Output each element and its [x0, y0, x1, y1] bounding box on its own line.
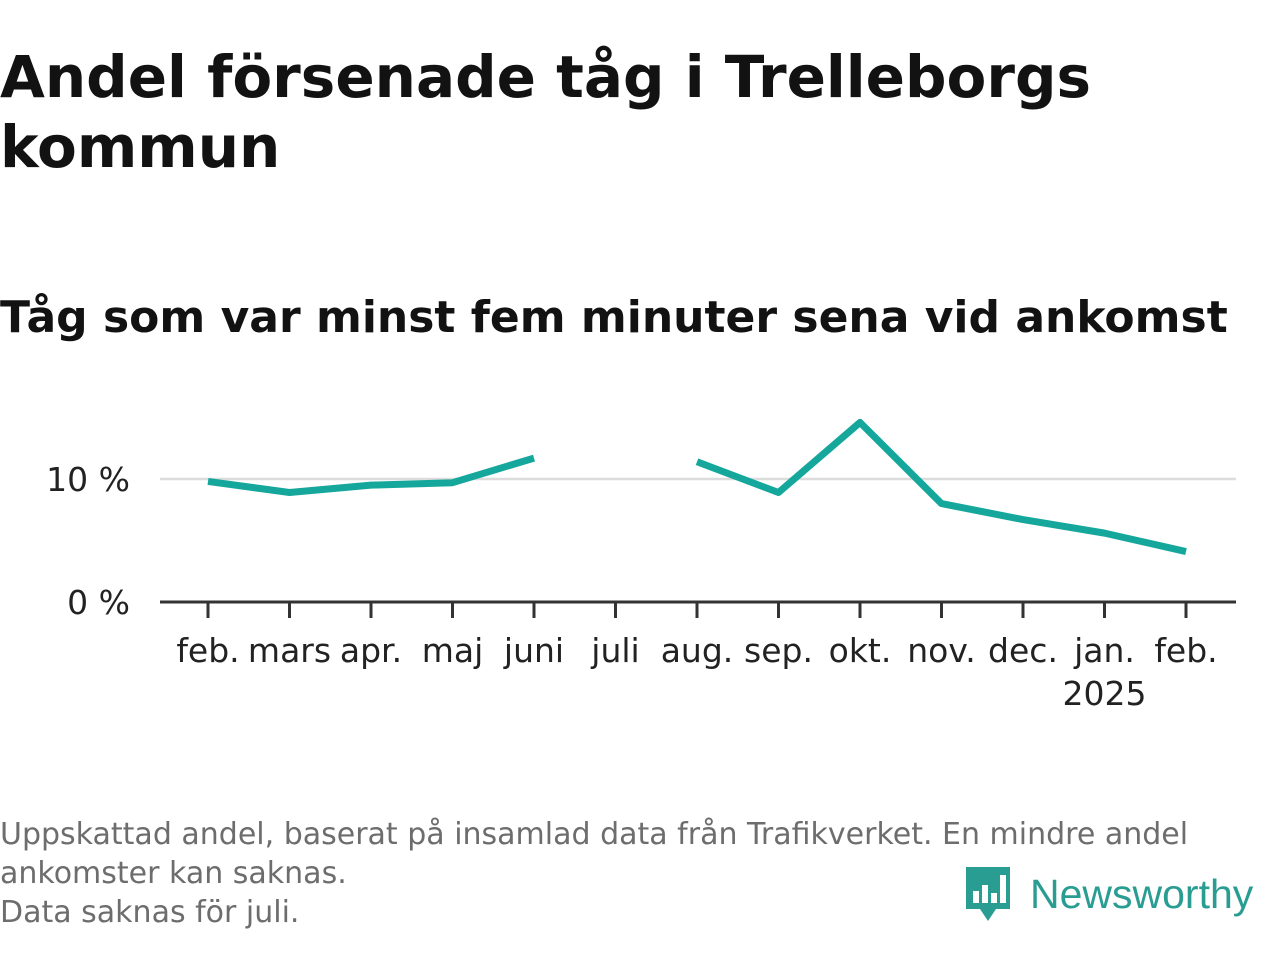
x-tick-label: nov.	[907, 631, 976, 670]
x-tick-label: maj	[422, 631, 484, 670]
newsworthy-logo-icon	[966, 867, 1010, 921]
series-line	[695, 418, 1187, 555]
x-tick-year-label: 2025	[1063, 674, 1147, 713]
x-tick-label: juli	[590, 631, 639, 670]
line-chart: 0 %10 %feb. mars apr. maj juni juli aug. sep. ok…	[46, 418, 1236, 713]
x-tick-label: mars	[248, 631, 331, 670]
x-tick-label: feb.	[1154, 631, 1217, 670]
x-tick-label: aug.	[661, 631, 734, 670]
footnote-line: Data saknas för juli.	[0, 895, 300, 930]
x-tick-label: okt.	[829, 631, 892, 670]
x-tick-label: feb.	[176, 631, 239, 670]
x-tick-label: dec.	[988, 631, 1058, 670]
brand-name: Newsworthy	[1030, 870, 1254, 917]
brand-logo: Newsworthy	[962, 862, 1253, 926]
x-tick-label: juni	[503, 631, 564, 670]
y-tick-label: 0 %	[67, 583, 130, 622]
footnote-line: Uppskattad andel, baserat på insamlad da…	[0, 817, 1189, 852]
footnote-line: ankomster kan saknas.	[0, 856, 347, 891]
chart-subtitle: Tåg som var minst fem minuter sena vid a…	[0, 292, 1228, 343]
x-tick-label: apr.	[340, 631, 402, 670]
x-tick-label: sep.	[744, 631, 813, 670]
x-tick-label: jan.	[1073, 631, 1135, 670]
footnote: Uppskattad andel, baserat på insamlad da…	[0, 815, 1275, 932]
chart-title: Andel försenade tåg i Trelleborgs kommun	[0, 43, 1092, 181]
series-line	[207, 454, 536, 497]
y-tick-label: 10 %	[46, 460, 130, 499]
